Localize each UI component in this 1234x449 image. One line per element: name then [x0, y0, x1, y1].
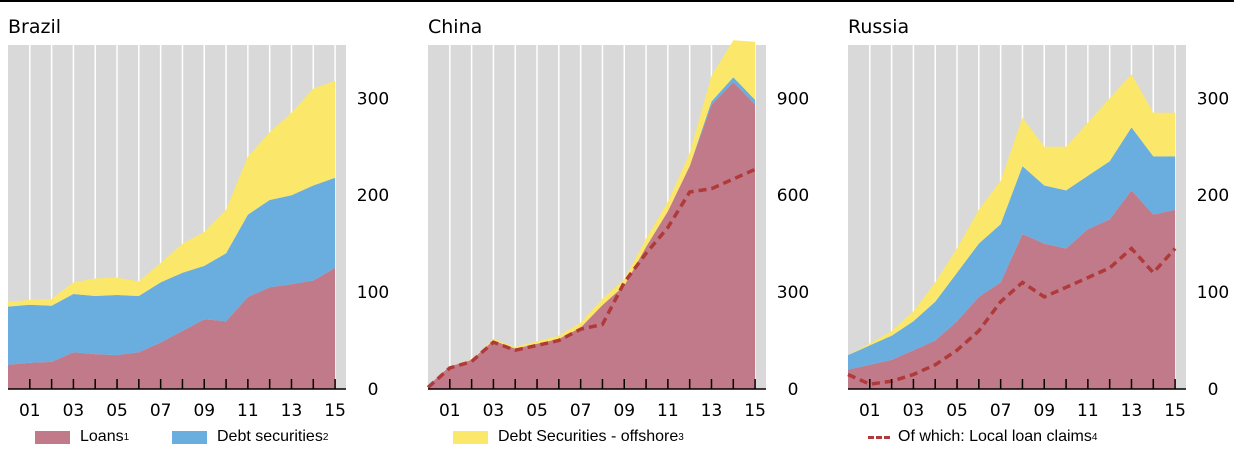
y-tick-label-brazil: 300	[357, 89, 389, 109]
legend-note-offshore: 3	[678, 431, 684, 443]
area-brazil-debt-securities	[8, 177, 336, 365]
area-brazil-loans	[8, 267, 336, 389]
x-tick-label-brazil: 01	[19, 401, 41, 421]
x-tick-label-china: 15	[744, 401, 766, 421]
x-tick-label-brazil: 09	[193, 401, 215, 421]
x-tick-label-china: 09	[613, 401, 635, 421]
x-tick-label-brazil: 15	[324, 401, 346, 421]
x-tick-label-china: 03	[483, 401, 505, 421]
x-tick-label-russia: 07	[990, 401, 1012, 421]
y-tick-label-russia: 100	[1197, 283, 1229, 303]
panel-title-china: China	[428, 16, 483, 38]
legend-swatch-loans	[35, 430, 70, 444]
legend-swatch-offshore	[453, 430, 488, 444]
legend-swatch-debt	[172, 430, 207, 444]
x-tick-label-russia: 09	[1033, 401, 1055, 421]
line-russia-local-claims	[847, 246, 1177, 387]
area-china-loans	[428, 82, 756, 389]
y-tick-label-russia: 300	[1197, 89, 1229, 109]
y-tick-label-china: 900	[777, 89, 809, 109]
legend-label-loans: Loans	[80, 428, 124, 445]
x-tick-label-china: 05	[526, 401, 548, 421]
y-tick-label-russia: 0	[1208, 380, 1219, 400]
x-tick-label-russia: 11	[1077, 401, 1099, 421]
panel-title-brazil: Brazil	[8, 16, 62, 38]
x-tick-label-russia: 03	[903, 401, 925, 421]
y-tick-label-russia: 200	[1197, 186, 1229, 206]
legend-dash-local	[868, 435, 890, 439]
legend-label-local: Of which: Local loan claims	[898, 428, 1092, 445]
top-rule	[0, 0, 1234, 2]
area-russia-loans	[848, 190, 1176, 389]
line-china-local-claims	[426, 167, 756, 389]
x-tick-label-brazil: 03	[63, 401, 85, 421]
x-tick-label-brazil: 11	[237, 401, 259, 421]
legend-label-debt: Debt securities	[217, 428, 323, 445]
legend-note-local: 4	[1091, 431, 1098, 443]
area-russia-debt-securities	[848, 127, 1176, 370]
y-tick-label-china: 300	[777, 283, 809, 303]
legend-label-offshore: Debt Securities - offshore	[498, 428, 679, 445]
legend-local: Of which: Local loan claims 4	[868, 428, 1097, 446]
x-tick-label-brazil: 07	[150, 401, 172, 421]
legend-note-debt: 2	[322, 431, 329, 443]
panel-title-russia: Russia	[848, 16, 910, 38]
x-tick-label-china: 13	[701, 401, 723, 421]
x-tick-label-china: 07	[570, 401, 592, 421]
legend-offshore: Debt Securities - offshore 3	[453, 428, 684, 446]
y-tick-label-china: 0	[788, 380, 799, 400]
y-tick-label-brazil: 0	[368, 380, 379, 400]
y-tick-label-brazil: 200	[357, 186, 389, 206]
legend-debt: Debt securities 2	[172, 428, 328, 446]
x-tick-label-russia: 15	[1164, 401, 1186, 421]
area-brazil-debt-securities-offshore	[8, 80, 336, 307]
x-tick-label-russia: 13	[1121, 401, 1143, 421]
legend-loans: Loans 1	[35, 428, 129, 446]
y-tick-label-china: 600	[777, 186, 809, 206]
x-tick-label-china: 11	[657, 401, 679, 421]
area-china-debt-securities-offshore	[428, 40, 756, 386]
x-tick-label-china: 01	[439, 401, 461, 421]
x-tick-label-brazil: 13	[281, 401, 303, 421]
y-tick-label-brazil: 100	[357, 283, 389, 303]
x-tick-label-russia: 05	[946, 401, 968, 421]
legend-note-loans: 1	[123, 431, 130, 443]
x-tick-label-russia: 01	[859, 401, 881, 421]
x-tick-label-brazil: 05	[106, 401, 128, 421]
area-russia-debt-securities-offshore	[848, 74, 1176, 356]
